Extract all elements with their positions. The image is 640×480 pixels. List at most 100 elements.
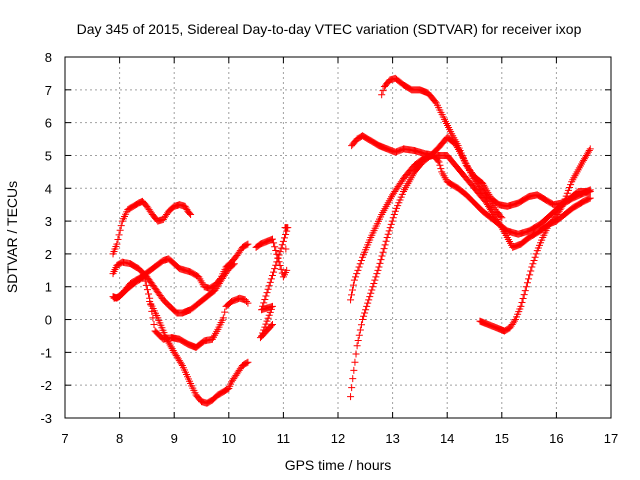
data-point-marker [352, 273, 360, 281]
x-tick-label: 7 [61, 431, 68, 446]
data-point-marker [523, 279, 531, 287]
data-point-marker [585, 147, 593, 155]
data-point-marker [219, 314, 227, 322]
series-track [347, 133, 506, 401]
data-point-marker [586, 194, 594, 202]
data-point-marker [373, 270, 381, 278]
data-point-marker [114, 235, 122, 243]
data-point-marker [381, 241, 389, 249]
data-point-marker [140, 273, 148, 281]
x-tick-label: 12 [331, 431, 345, 446]
data-point-marker [510, 317, 518, 325]
data-point-marker [270, 239, 278, 247]
y-tick-label: 0 [45, 313, 52, 328]
data-point-marker [243, 297, 251, 305]
data-point-marker [561, 195, 569, 203]
data-point-marker [567, 181, 575, 189]
data-point-marker [355, 331, 363, 339]
data-point-marker [379, 87, 387, 95]
data-point-marker [353, 342, 361, 350]
data-point-marker [378, 252, 386, 260]
data-point-marker [586, 186, 594, 194]
data-point-marker [385, 227, 393, 235]
data-point-marker [522, 283, 530, 291]
series-track [378, 74, 594, 210]
data-point-marker [529, 260, 537, 268]
data-point-marker [380, 245, 388, 253]
data-point-marker [263, 289, 271, 297]
data-point-marker [348, 384, 356, 392]
data-point-marker [362, 306, 370, 314]
data-point-marker [519, 295, 527, 303]
y-tick-labels: -3 -2 -1 0 1 2 3 4 5 6 7 8 [40, 50, 52, 426]
data-point-marker [434, 157, 442, 165]
data-point-marker [371, 276, 379, 284]
y-tick-label: 3 [45, 214, 52, 229]
data-point-marker [367, 289, 375, 297]
data-point-marker [498, 214, 506, 222]
y-tick-label: 7 [45, 83, 52, 98]
data-point-marker [369, 283, 377, 291]
data-point-marker [229, 261, 237, 269]
data-point-marker [351, 358, 359, 366]
data-point-marker [243, 241, 251, 249]
data-point-marker [186, 209, 194, 217]
data-point-marker [177, 360, 185, 368]
data-point-marker [272, 246, 280, 254]
data-point-marker [141, 277, 149, 285]
series-track [252, 224, 292, 342]
series-track [348, 132, 594, 251]
data-point-marker [268, 320, 276, 328]
data-point-marker [560, 198, 568, 206]
data-point-marker [262, 292, 270, 300]
data-point-marker [372, 273, 380, 281]
data-point-marker [518, 298, 526, 306]
data-point-marker [116, 226, 124, 234]
data-point-marker [379, 248, 387, 256]
data-point-marker [349, 281, 357, 289]
x-tick-label: 9 [171, 431, 178, 446]
data-point-marker [520, 291, 528, 299]
axis-ticks [64, 56, 612, 419]
x-tick-label: 10 [222, 431, 236, 446]
data-point-marker [378, 91, 386, 99]
data-point-marker [368, 286, 376, 294]
series-track [109, 258, 238, 317]
data-point-marker [268, 235, 276, 243]
data-point-marker [566, 183, 574, 191]
data-point-marker [143, 286, 151, 294]
data-point-marker [355, 263, 363, 271]
x-tick-label: 17 [604, 431, 618, 446]
data-point-marker [271, 265, 279, 273]
y-axis-label: SDTVAR / TECUs [4, 181, 20, 293]
y-tick-label: -1 [40, 345, 52, 360]
data-point-marker [182, 204, 190, 212]
data-point-marker [386, 224, 394, 232]
y-tick-label: -2 [40, 378, 52, 393]
data-point-marker [376, 259, 384, 267]
data-point-marker [284, 224, 292, 232]
data-point-marker [260, 299, 268, 307]
data-point-marker [357, 256, 365, 264]
data-point-marker [521, 287, 529, 295]
data-point-marker [244, 299, 252, 307]
data-point-marker [276, 248, 284, 256]
data-point-marker [350, 276, 358, 284]
data-point-marker [267, 305, 275, 313]
x-tick-label: 8 [116, 431, 123, 446]
data-point-marker [530, 256, 538, 264]
data-point-marker [361, 309, 369, 317]
data-point-marker [374, 266, 382, 274]
data-point-marker [354, 337, 362, 345]
data-point-marker [264, 314, 272, 322]
data-point-marker [268, 302, 276, 310]
x-tick-label: 11 [277, 431, 291, 446]
data-point-marker [365, 296, 373, 304]
data-point-marker [264, 285, 272, 293]
data-point-marker [274, 254, 282, 262]
data-point-marker [375, 263, 383, 271]
data-point-marker [282, 245, 290, 253]
data-point-marker [150, 320, 158, 328]
data-point-marker [383, 234, 391, 241]
data-point-marker [262, 320, 270, 328]
